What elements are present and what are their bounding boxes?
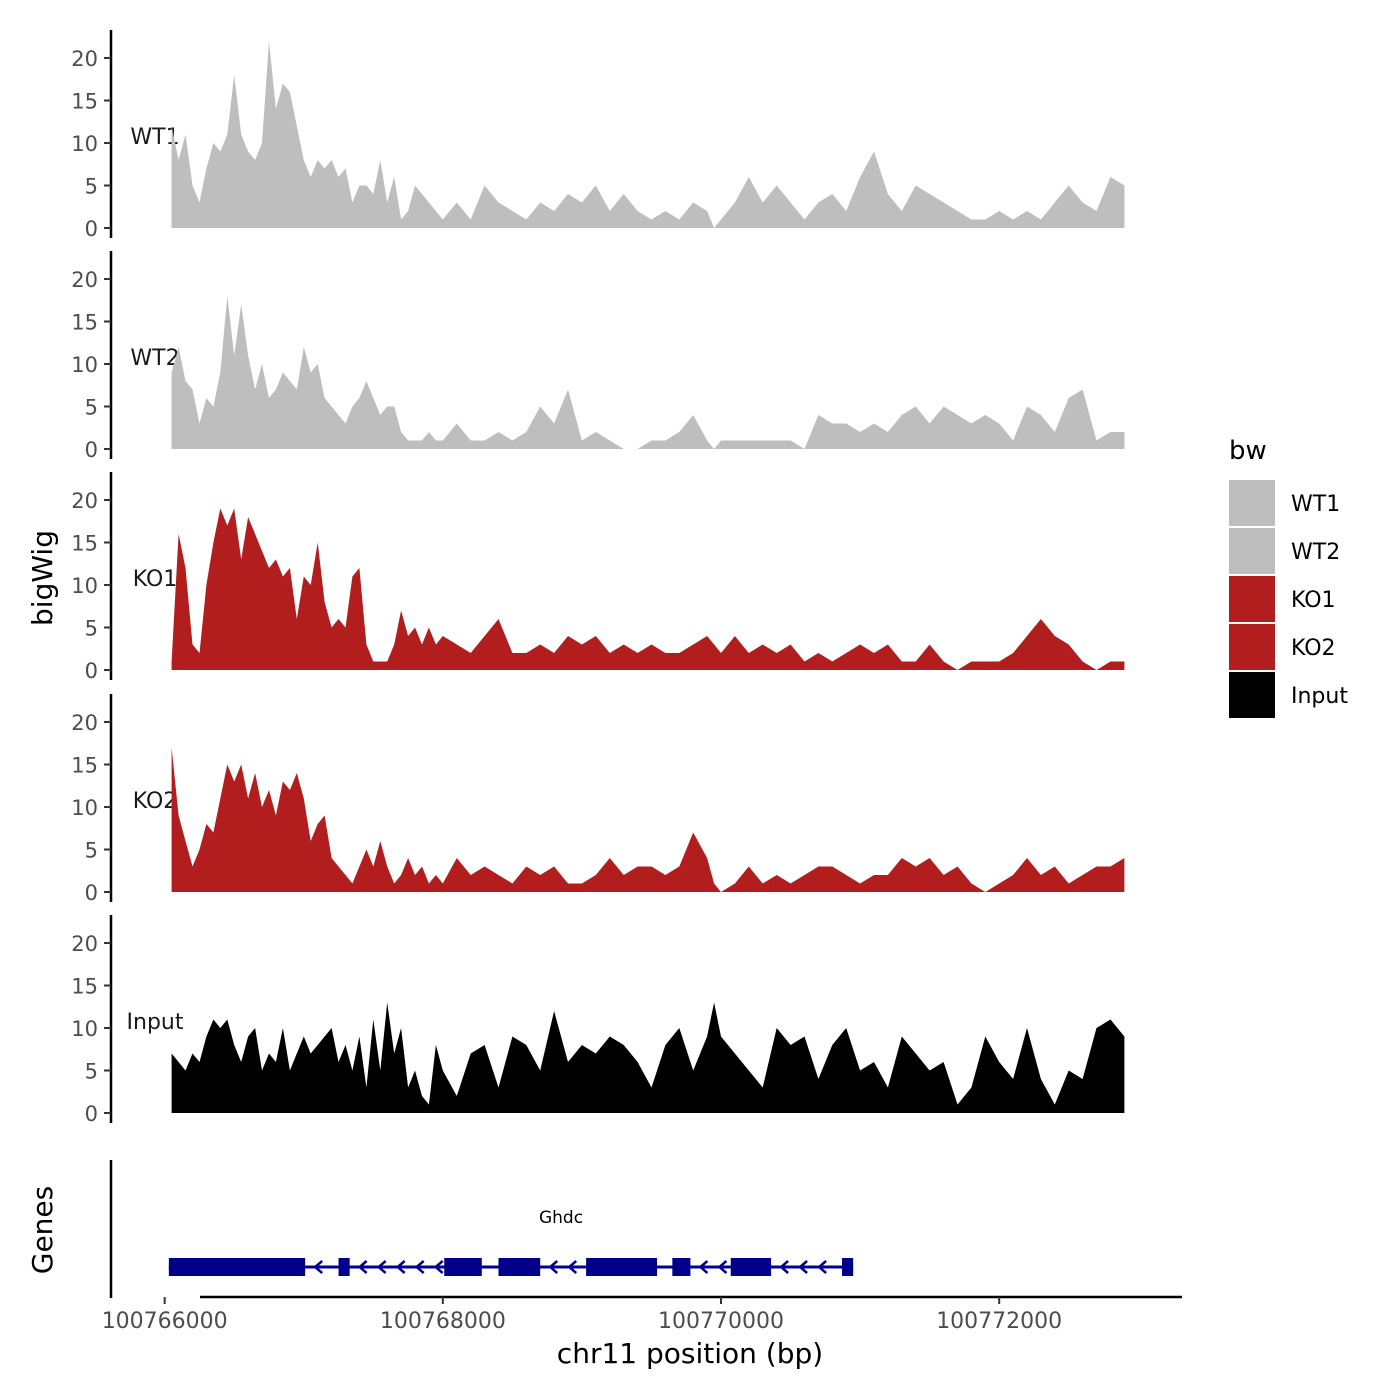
panel-label-wt1: WT1 — [130, 125, 179, 150]
legend-swatch-ko2 — [1229, 624, 1275, 670]
y-tick-label: 0 — [85, 659, 98, 683]
y-tick-label: 20 — [71, 47, 98, 71]
strand-arrow-icon — [779, 1260, 789, 1274]
strand-arrow-icon — [698, 1260, 709, 1274]
coverage-tracks: 0 5 10 15 20 WT1 0 5 10 15 20 WT2 0 5 10 15 20 KO1 0 5 10 15 2… — [71, 30, 1125, 1126]
strand-arrow-icon — [717, 1260, 728, 1274]
strand-arrow-icon — [798, 1260, 808, 1274]
legend-swatch-wt1 — [1229, 480, 1275, 526]
legend-label-input: Input — [1291, 684, 1348, 709]
track-input: 0 5 10 15 20 Input — [71, 915, 1125, 1126]
y-axis-label: bigWig — [26, 530, 59, 626]
y-tick-label: 0 — [85, 438, 98, 462]
coverage-area-wt2 — [171, 296, 1125, 449]
y-tick-label: 5 — [85, 1060, 98, 1084]
panel-label-ko2: KO2 — [133, 789, 178, 814]
strand-arrow-icon — [433, 1260, 444, 1274]
legend-label-wt1: WT1 — [1291, 492, 1340, 517]
y-tick-label: 15 — [71, 90, 98, 114]
panel-label-input: Input — [127, 1010, 184, 1035]
gene-exon — [168, 1258, 306, 1276]
gene-exon — [586, 1258, 658, 1276]
strand-arrow-icon — [548, 1260, 559, 1274]
track-wt2: 0 5 10 15 20 WT2 — [71, 251, 1125, 462]
strand-arrow-icon — [313, 1260, 323, 1274]
y-tick-label: 15 — [71, 311, 98, 335]
x-tick-label: 100772000 — [936, 1309, 1062, 1334]
y-tick-label: 15 — [71, 754, 98, 778]
y-tick-label: 0 — [85, 881, 98, 905]
y-tick-label: 0 — [85, 1102, 98, 1126]
strand-arrow-icon — [357, 1260, 368, 1274]
gene-exon — [338, 1258, 350, 1276]
x-axis: 100766000 100768000 100770000 100772000 — [102, 1295, 1182, 1334]
legend-label-ko2: KO2 — [1291, 636, 1336, 661]
coverage-area-wt1 — [171, 41, 1125, 228]
legend-label-wt2: WT2 — [1291, 540, 1340, 565]
y-tick-label: 0 — [85, 217, 98, 241]
y-tick-label: 20 — [71, 268, 98, 292]
legend-title: bw — [1229, 436, 1267, 466]
y-tick-label: 15 — [71, 532, 98, 556]
x-tick-label: 100768000 — [380, 1309, 506, 1334]
x-axis-label: chr11 position (bp) — [557, 1337, 823, 1370]
legend: bw WT1 WT2 KO1 KO2 Input — [1229, 436, 1348, 718]
legend-swatch-input — [1229, 672, 1275, 718]
gene-exon — [730, 1258, 772, 1276]
legend-swatch-ko1 — [1229, 576, 1275, 622]
coverage-area-ko1 — [171, 508, 1125, 670]
y-tick-label: 20 — [71, 489, 98, 513]
gene-exon — [672, 1258, 691, 1276]
y-tick-label: 5 — [85, 617, 98, 641]
legend-label-ko1: KO1 — [1291, 588, 1336, 613]
gene-track: Ghdc — [109, 1160, 854, 1298]
y-tick-label: 15 — [71, 975, 98, 999]
strand-arrow-icon — [817, 1260, 827, 1274]
y-tick-label: 5 — [85, 175, 98, 199]
y-tick-label: 5 — [85, 396, 98, 420]
coverage-area-input — [171, 1002, 1125, 1113]
track-wt1: 0 5 10 15 20 WT1 — [71, 30, 1125, 241]
gene-exon — [444, 1258, 482, 1276]
y-tick-label: 10 — [71, 574, 98, 598]
gene-name-label: Ghdc — [539, 1208, 583, 1228]
y-tick-label: 5 — [85, 839, 98, 863]
strand-arrow-icon — [376, 1260, 387, 1274]
panel-label-ko1: KO1 — [133, 567, 178, 592]
x-tick-label: 100770000 — [658, 1309, 784, 1334]
x-tick-label: 100766000 — [102, 1309, 228, 1334]
gene-exon — [842, 1258, 854, 1276]
y-tick-label: 20 — [71, 932, 98, 956]
panel-label-wt2: WT2 — [130, 346, 179, 371]
y-tick-label: 10 — [71, 1017, 98, 1041]
strand-arrow-icon — [395, 1260, 406, 1274]
strand-arrow-icon — [567, 1260, 578, 1274]
y-tick-label: 10 — [71, 353, 98, 377]
coverage-area-ko2 — [171, 747, 1125, 892]
gene-exon — [498, 1258, 541, 1276]
gene-track-label: Genes — [26, 1186, 59, 1274]
track-ko2: 0 5 10 15 20 KO2 — [71, 694, 1125, 905]
legend-swatch-wt2 — [1229, 528, 1275, 574]
y-tick-label: 10 — [71, 796, 98, 820]
y-tick-label: 10 — [71, 132, 98, 156]
track-ko1: 0 5 10 15 20 KO1 — [71, 472, 1125, 683]
y-tick-label: 20 — [71, 711, 98, 735]
strand-arrow-icon — [414, 1260, 425, 1274]
